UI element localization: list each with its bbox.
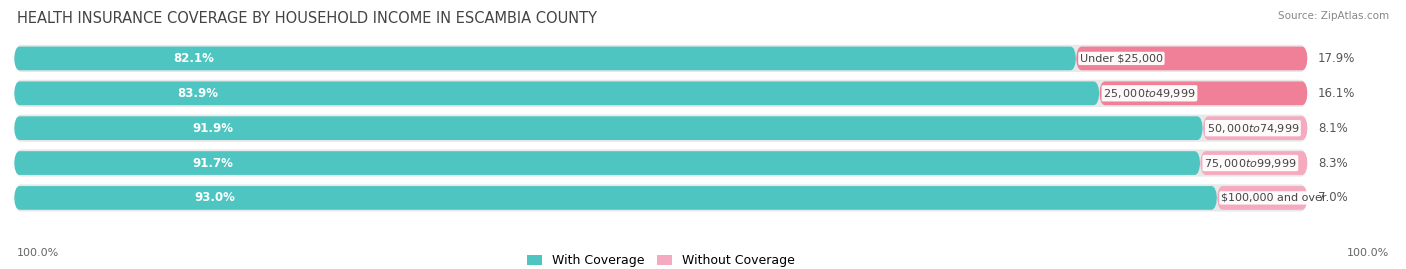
Text: 93.0%: 93.0% [194,192,235,204]
FancyBboxPatch shape [14,150,1308,177]
Text: 8.3%: 8.3% [1317,157,1347,169]
Text: $50,000 to $74,999: $50,000 to $74,999 [1206,122,1299,135]
Text: 82.1%: 82.1% [173,52,214,65]
Text: HEALTH INSURANCE COVERAGE BY HOUSEHOLD INCOME IN ESCAMBIA COUNTY: HEALTH INSURANCE COVERAGE BY HOUSEHOLD I… [17,11,598,26]
Text: Under $25,000: Under $25,000 [1080,54,1163,63]
FancyBboxPatch shape [14,184,1308,211]
Text: Source: ZipAtlas.com: Source: ZipAtlas.com [1278,11,1389,21]
FancyBboxPatch shape [14,45,1308,72]
Text: 91.7%: 91.7% [193,157,233,169]
Text: 83.9%: 83.9% [177,87,218,100]
Text: $25,000 to $49,999: $25,000 to $49,999 [1104,87,1195,100]
FancyBboxPatch shape [14,115,1308,142]
FancyBboxPatch shape [1201,151,1308,175]
Text: 7.0%: 7.0% [1317,192,1348,204]
Legend: With Coverage, Without Coverage: With Coverage, Without Coverage [527,254,794,267]
Text: 8.1%: 8.1% [1317,122,1348,135]
FancyBboxPatch shape [1099,82,1308,105]
FancyBboxPatch shape [1076,47,1308,70]
Text: $100,000 and over: $100,000 and over [1220,193,1326,203]
FancyBboxPatch shape [1218,186,1308,210]
FancyBboxPatch shape [14,82,1099,105]
FancyBboxPatch shape [14,186,1218,210]
FancyBboxPatch shape [14,80,1308,107]
FancyBboxPatch shape [1202,116,1308,140]
Text: $75,000 to $99,999: $75,000 to $99,999 [1204,157,1296,169]
Text: 16.1%: 16.1% [1317,87,1355,100]
Text: 100.0%: 100.0% [17,248,59,258]
Text: 91.9%: 91.9% [193,122,233,135]
FancyBboxPatch shape [14,116,1202,140]
Text: 17.9%: 17.9% [1317,52,1355,65]
FancyBboxPatch shape [14,47,1076,70]
Text: 100.0%: 100.0% [1347,248,1389,258]
FancyBboxPatch shape [14,151,1201,175]
